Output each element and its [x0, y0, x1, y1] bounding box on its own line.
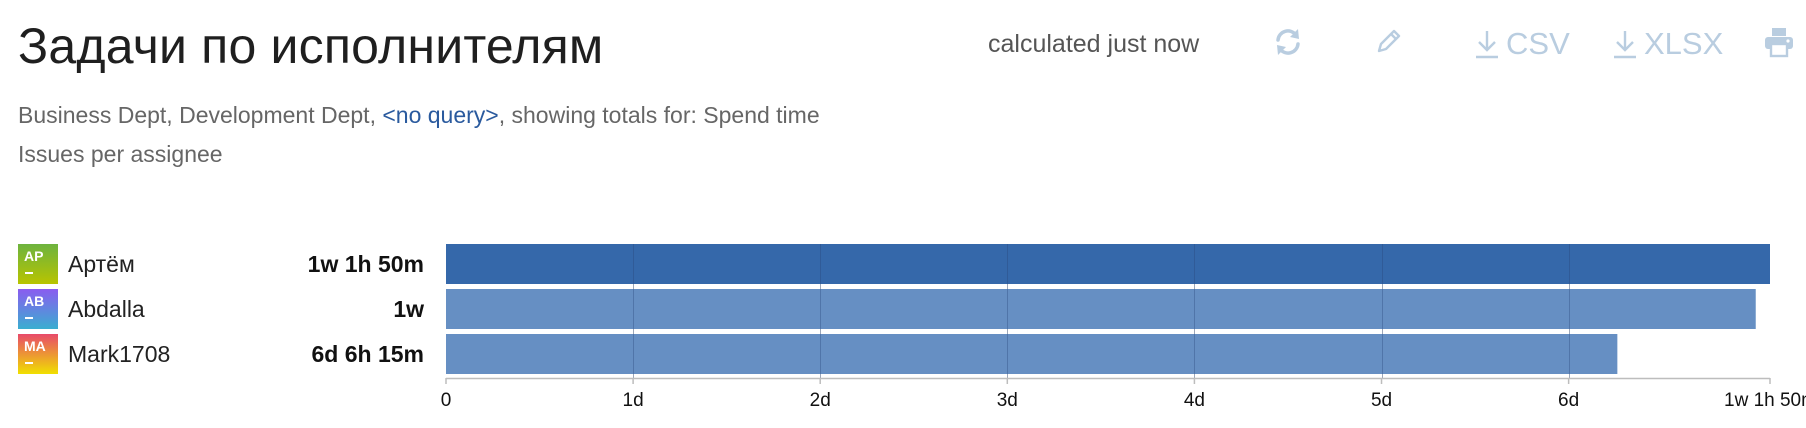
assignee-name[interactable]: Mark1708 [68, 340, 171, 367]
avatar-initials: MA [24, 338, 46, 354]
avatar-initials: AB [24, 293, 45, 309]
x-tick-label: 4d [1184, 390, 1205, 411]
printer-icon [1765, 28, 1793, 58]
refresh-icon [1276, 29, 1300, 55]
x-tick-label: 6d [1558, 390, 1579, 411]
bar-артём [446, 244, 1770, 284]
avatar-initials: AP [24, 248, 44, 264]
pencil-icon [1377, 29, 1401, 53]
avatar[interactable]: MA [18, 334, 58, 374]
x-tick-label: 0 [441, 390, 452, 411]
refresh-button[interactable] [1272, 26, 1304, 58]
x-tick-label: 1w 1h 50m [1724, 390, 1806, 411]
x-tick-label: 5d [1371, 390, 1392, 411]
filter-summary: Business Dept, Development Dept, <no que… [18, 100, 820, 130]
csv-label: CSV [1506, 26, 1570, 61]
bar-abdalla [446, 289, 1756, 329]
assignee-row: AP Артём [18, 244, 135, 284]
x-tick-label: 3d [997, 390, 1018, 411]
assignee-total: 1w [393, 296, 424, 322]
download-csv-button[interactable]: CSV [1474, 26, 1570, 62]
assignee-name[interactable]: Abdalla [68, 295, 145, 322]
avatar[interactable]: AB [18, 289, 58, 329]
calculated-status: calculated just now [988, 30, 1200, 58]
assignee-row: AB Abdalla [18, 289, 145, 329]
assignee-row: MA Mark1708 [18, 334, 170, 374]
filter-projects: Business Dept, Development Dept, [18, 102, 383, 128]
print-button[interactable] [1763, 26, 1795, 58]
bar-mark1708 [446, 334, 1618, 374]
toolbar: calculated just now CSV [0, 20, 1806, 68]
assignee-total: 6d 6h 15m [311, 341, 425, 367]
download-icon [1614, 31, 1636, 59]
x-tick-label: 1d [623, 390, 644, 411]
download-xlsx-button[interactable]: XLSX [1612, 26, 1723, 62]
x-tick-label: 2d [810, 390, 831, 411]
download-icon [1476, 31, 1498, 59]
avatar[interactable]: AP [18, 244, 58, 284]
xlsx-label: XLSX [1644, 26, 1724, 61]
edit-button[interactable] [1374, 26, 1404, 56]
assignee-name[interactable]: Артём [68, 250, 135, 277]
page-title: Задачи по исполнителям [18, 18, 604, 74]
query-link[interactable]: <no query> [382, 102, 499, 128]
assignee-total: 1w 1h 50m [307, 251, 424, 277]
filter-totals: , showing totals for: Spend time [498, 102, 820, 128]
report-subtitle: Issues per assignee [18, 141, 223, 167]
